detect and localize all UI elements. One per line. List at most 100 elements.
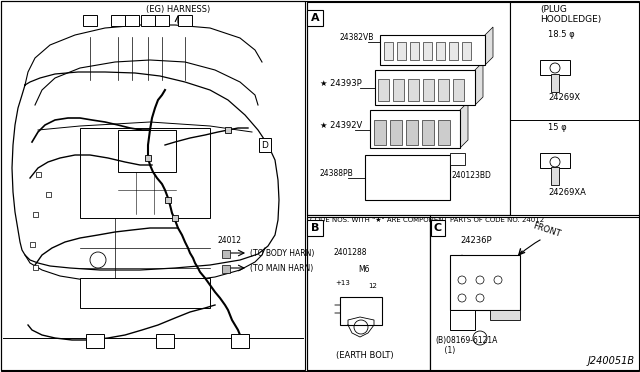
Bar [125, 15, 139, 26]
Text: A: A [87, 16, 93, 26]
Bar [430, 217, 640, 370]
Text: G: G [182, 16, 189, 26]
Bar [145, 155, 151, 161]
Text: HOODLEDGE): HOODLEDGE) [540, 15, 601, 24]
Bar [390, 120, 402, 145]
Bar [490, 310, 520, 320]
Text: 24012: 24012 [218, 236, 242, 245]
Bar [410, 42, 419, 60]
Bar [33, 265, 38, 270]
Bar [378, 79, 389, 101]
Text: +13: +13 [335, 280, 350, 286]
Bar [450, 153, 465, 165]
Text: (TO BODY HARN): (TO BODY HARN) [250, 249, 314, 258]
Text: B: B [92, 336, 99, 346]
Bar [225, 127, 231, 133]
Bar [551, 167, 559, 185]
Text: B: B [162, 336, 168, 346]
Bar [118, 130, 176, 172]
Text: ★ 24393P: ★ 24393P [320, 79, 362, 88]
Text: 24382VB: 24382VB [340, 33, 374, 42]
Bar [80, 128, 210, 218]
Bar [438, 120, 450, 145]
Bar [165, 197, 171, 203]
Bar [340, 297, 382, 325]
Text: ★ 24392V: ★ 24392V [320, 121, 362, 130]
Polygon shape [460, 102, 468, 148]
Bar [222, 265, 230, 273]
Text: FRONT: FRONT [532, 222, 562, 239]
Bar [307, 2, 510, 215]
Polygon shape [485, 27, 493, 65]
Bar [423, 42, 432, 60]
Text: F: F [129, 16, 134, 26]
Text: 24236P: 24236P [460, 236, 492, 245]
Text: 15 φ: 15 φ [548, 123, 566, 132]
Bar [80, 278, 210, 308]
Bar [408, 79, 419, 101]
Bar [172, 215, 178, 221]
Bar [406, 120, 418, 145]
Bar [33, 212, 38, 217]
Bar [462, 42, 471, 60]
Bar [370, 110, 460, 148]
Bar [307, 217, 430, 370]
Bar [374, 120, 386, 145]
Bar [450, 310, 475, 330]
Text: (PLUG: (PLUG [540, 5, 567, 14]
Text: C: C [237, 336, 243, 346]
Text: (EG) HARNESS): (EG) HARNESS) [146, 5, 210, 14]
Bar [453, 79, 464, 101]
Bar [178, 15, 192, 26]
Text: 24269XA: 24269XA [548, 188, 586, 197]
Polygon shape [475, 62, 483, 105]
Bar [156, 334, 174, 348]
Bar [540, 153, 570, 168]
Bar [155, 15, 169, 26]
Text: 12: 12 [368, 283, 377, 289]
Bar [36, 172, 41, 177]
Text: E: E [159, 16, 165, 26]
Bar [30, 242, 35, 247]
Bar [510, 2, 640, 215]
Text: 18.5 φ: 18.5 φ [548, 30, 575, 39]
Text: D: D [262, 141, 268, 150]
Bar [438, 79, 449, 101]
Text: C: C [434, 223, 442, 233]
Text: J240051B: J240051B [588, 356, 635, 366]
Text: B: B [311, 223, 319, 233]
Bar [365, 155, 450, 200]
Bar [46, 192, 51, 197]
Bar [375, 70, 475, 105]
Text: 24388PB: 24388PB [320, 169, 354, 178]
Text: (1): (1) [435, 346, 455, 355]
Text: (TO MAIN HARN): (TO MAIN HARN) [250, 264, 313, 273]
Bar [222, 250, 230, 258]
Text: (EARTH BOLT): (EARTH BOLT) [336, 351, 394, 360]
Text: B: B [145, 16, 151, 26]
Bar [1, 1, 305, 370]
Bar [231, 334, 249, 348]
Bar [436, 42, 445, 60]
Bar [397, 42, 406, 60]
Bar [86, 334, 104, 348]
Text: (B)08169-6121A: (B)08169-6121A [435, 336, 497, 345]
Text: B: B [115, 16, 121, 26]
Text: A: A [310, 13, 319, 23]
Text: M6: M6 [358, 265, 369, 274]
Text: 240123BD: 240123BD [452, 171, 492, 180]
Bar [449, 42, 458, 60]
Bar [380, 35, 485, 65]
Bar [423, 79, 434, 101]
Bar [384, 42, 393, 60]
Bar [111, 15, 125, 26]
Text: 24269X: 24269X [548, 93, 580, 102]
Bar [83, 15, 97, 26]
Bar [551, 74, 559, 92]
Bar [393, 79, 404, 101]
Bar [450, 255, 520, 310]
Text: CODE NOS. WITH "★" ARE COMPONENT PARTS OF CODE NO. 24012: CODE NOS. WITH "★" ARE COMPONENT PARTS O… [310, 217, 544, 223]
Bar [141, 15, 155, 26]
Bar [422, 120, 434, 145]
Bar [540, 60, 570, 75]
